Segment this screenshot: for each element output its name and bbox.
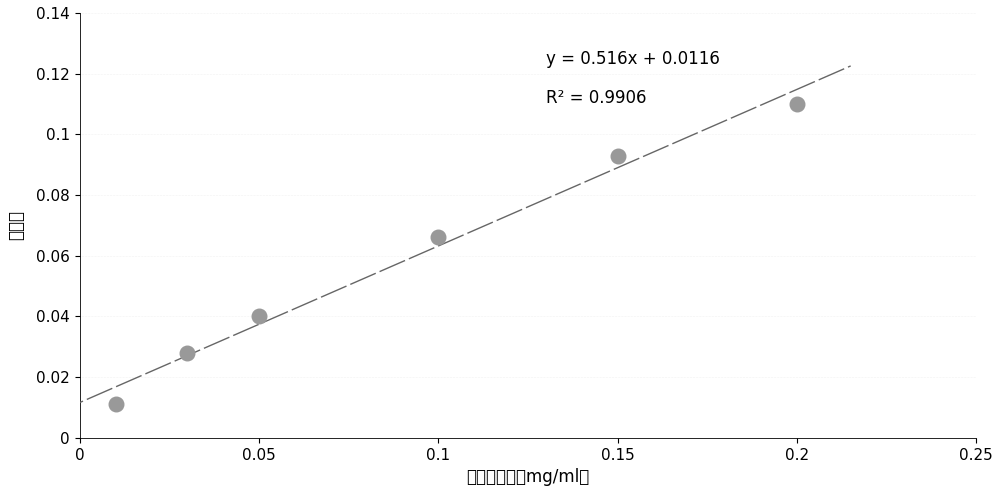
- Point: [179, 349, 195, 357]
- Y-axis label: 吸光値: 吸光値: [7, 211, 25, 241]
- Point: [430, 234, 446, 242]
- Point: [251, 313, 267, 320]
- Point: [610, 152, 626, 160]
- Text: y = 0.516x + 0.0116: y = 0.516x + 0.0116: [546, 50, 720, 68]
- Text: R² = 0.9906: R² = 0.9906: [546, 89, 646, 107]
- Point: [789, 100, 805, 108]
- X-axis label: 标准品浓度（mg/ml）: 标准品浓度（mg/ml）: [466, 468, 590, 486]
- Point: [108, 400, 124, 408]
